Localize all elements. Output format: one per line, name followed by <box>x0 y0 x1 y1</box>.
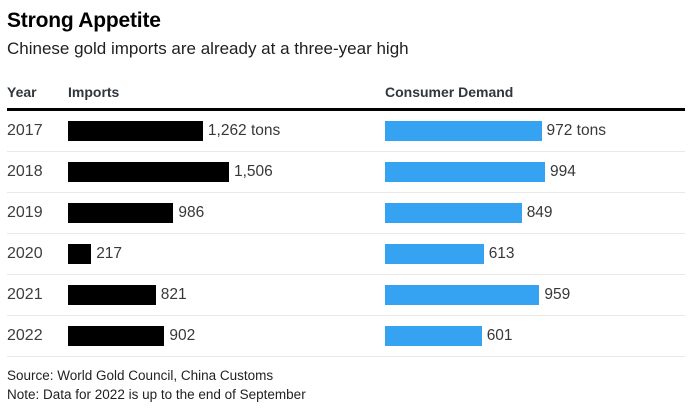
consumer-demand-value: 959 <box>544 286 571 303</box>
imports-bar <box>68 326 165 346</box>
year-label: 2022 <box>7 327 43 344</box>
consumer-demand-bar <box>385 203 522 223</box>
imports-cell: 1,262 tons <box>68 121 385 141</box>
consumer-demand-value: 972 tons <box>546 122 606 139</box>
imports-cell: 217 <box>68 244 385 264</box>
consumer-demand-cell: 994 <box>385 162 685 182</box>
table-body: 2017 1,262 tons 972 tons 2018 1,506 994 2019 98… <box>7 111 685 357</box>
consumer-demand-cell: 601 <box>385 326 685 346</box>
imports-value: 821 <box>160 286 187 303</box>
consumer-demand-bar <box>385 162 545 182</box>
imports-value: 902 <box>169 327 196 344</box>
imports-value: 217 <box>96 245 123 262</box>
imports-value: 986 <box>178 204 205 221</box>
consumer-demand-bar <box>385 121 542 141</box>
table-row: 2021 821 959 <box>7 275 685 316</box>
imports-cell: 902 <box>68 326 385 346</box>
imports-value: 1,262 tons <box>207 122 281 139</box>
imports-bar <box>68 285 156 305</box>
imports-bar <box>68 203 174 223</box>
chart-footer: Source: World Gold Council, China Custom… <box>7 366 685 404</box>
consumer-demand-cell: 613 <box>385 244 685 264</box>
table-header: Year Imports Consumer Demand <box>7 84 685 111</box>
chart-container: Strong Appetite Chinese gold imports are… <box>7 9 685 404</box>
imports-cell: 986 <box>68 203 385 223</box>
consumer-demand-value: 849 <box>526 204 553 221</box>
consumer-demand-bar <box>385 326 482 346</box>
consumer-demand-value: 601 <box>486 327 513 344</box>
imports-bar <box>68 121 203 141</box>
imports-bar <box>68 162 229 182</box>
consumer-demand-cell: 849 <box>385 203 685 223</box>
column-header-consumer-demand: Consumer Demand <box>385 84 514 100</box>
year-label: 2021 <box>7 286 43 303</box>
table-row: 2018 1,506 994 <box>7 152 685 193</box>
consumer-demand-cell: 972 tons <box>385 121 685 141</box>
column-header-year: Year <box>7 84 37 100</box>
chart-subtitle: Chinese gold imports are already at a th… <box>7 39 409 58</box>
imports-cell: 1,506 <box>68 162 385 182</box>
consumer-demand-cell: 959 <box>385 285 685 305</box>
imports-bar <box>68 244 92 264</box>
year-label: 2017 <box>7 122 43 139</box>
note-line: Note: Data for 2022 is up to the end of … <box>7 387 306 402</box>
consumer-demand-value: 613 <box>488 245 515 262</box>
year-label: 2019 <box>7 204 43 221</box>
column-header-imports: Imports <box>68 84 120 100</box>
consumer-demand-bar <box>385 285 540 305</box>
table-row: 2019 986 849 <box>7 193 685 234</box>
source-line: Source: World Gold Council, China Custom… <box>7 368 274 383</box>
imports-value: 1,506 <box>234 163 273 180</box>
chart-title: Strong Appetite <box>7 9 161 32</box>
table-row: 2020 217 613 <box>7 234 685 275</box>
year-label: 2018 <box>7 163 43 180</box>
table-row: 2022 902 601 <box>7 316 685 357</box>
imports-cell: 821 <box>68 285 385 305</box>
consumer-demand-bar <box>385 244 484 264</box>
table-row: 2017 1,262 tons 972 tons <box>7 111 685 152</box>
year-label: 2020 <box>7 245 43 262</box>
consumer-demand-value: 994 <box>550 163 576 180</box>
